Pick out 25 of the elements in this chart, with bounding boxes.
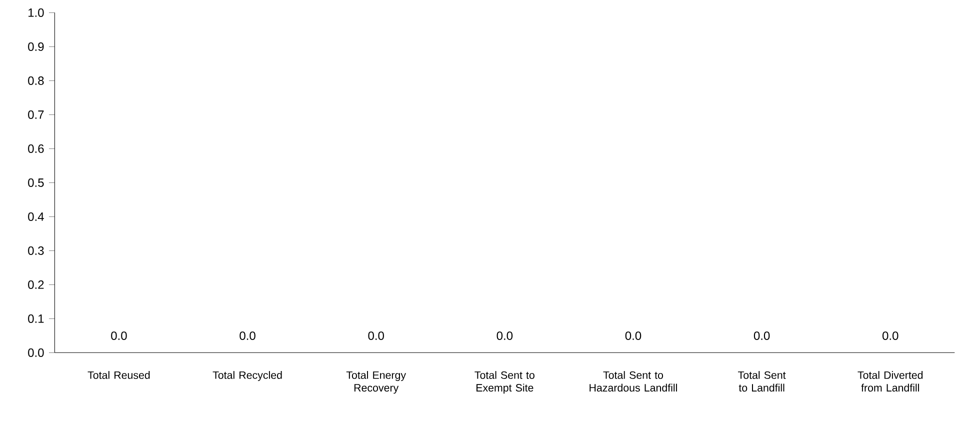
- y-tick-label: 0.5: [28, 178, 44, 187]
- x-tick-label: Total Reused: [88, 371, 150, 379]
- data-label: 0.0: [754, 331, 770, 340]
- y-tick-label: 0.3: [28, 246, 44, 255]
- data-label: 0.0: [625, 331, 642, 340]
- y-tick-label: 0.7: [28, 110, 44, 119]
- x-tick-label: Total Sent to Landfill: [738, 371, 786, 392]
- data-label: 0.0: [111, 331, 127, 340]
- x-tick-label: Total Diverted from Landfill: [858, 371, 923, 392]
- x-tick-label: Total Sent to Hazardous Landfill: [590, 371, 677, 392]
- y-tick-label: 0.2: [28, 280, 44, 289]
- y-tick-label: 0.8: [28, 76, 44, 85]
- data-label: 0.0: [240, 331, 256, 340]
- data-label: 0.0: [368, 331, 384, 340]
- y-tick-label: 0.4: [28, 212, 44, 221]
- x-tick-label: Total Energy Recovery: [346, 371, 406, 394]
- y-tick-label: 0.0: [28, 348, 44, 357]
- y-tick-label: 0.1: [28, 314, 44, 323]
- y-tick-label: 0.9: [28, 42, 44, 51]
- data-label: 0.0: [496, 331, 513, 340]
- x-tick-label: Total Sent to Exempt Site: [474, 371, 534, 394]
- x-tick-label: Total Recycled: [212, 371, 282, 382]
- y-tick-label: 1.0: [28, 8, 44, 17]
- data-label: 0.0: [882, 331, 898, 340]
- y-tick-label: 0.6: [28, 144, 44, 153]
